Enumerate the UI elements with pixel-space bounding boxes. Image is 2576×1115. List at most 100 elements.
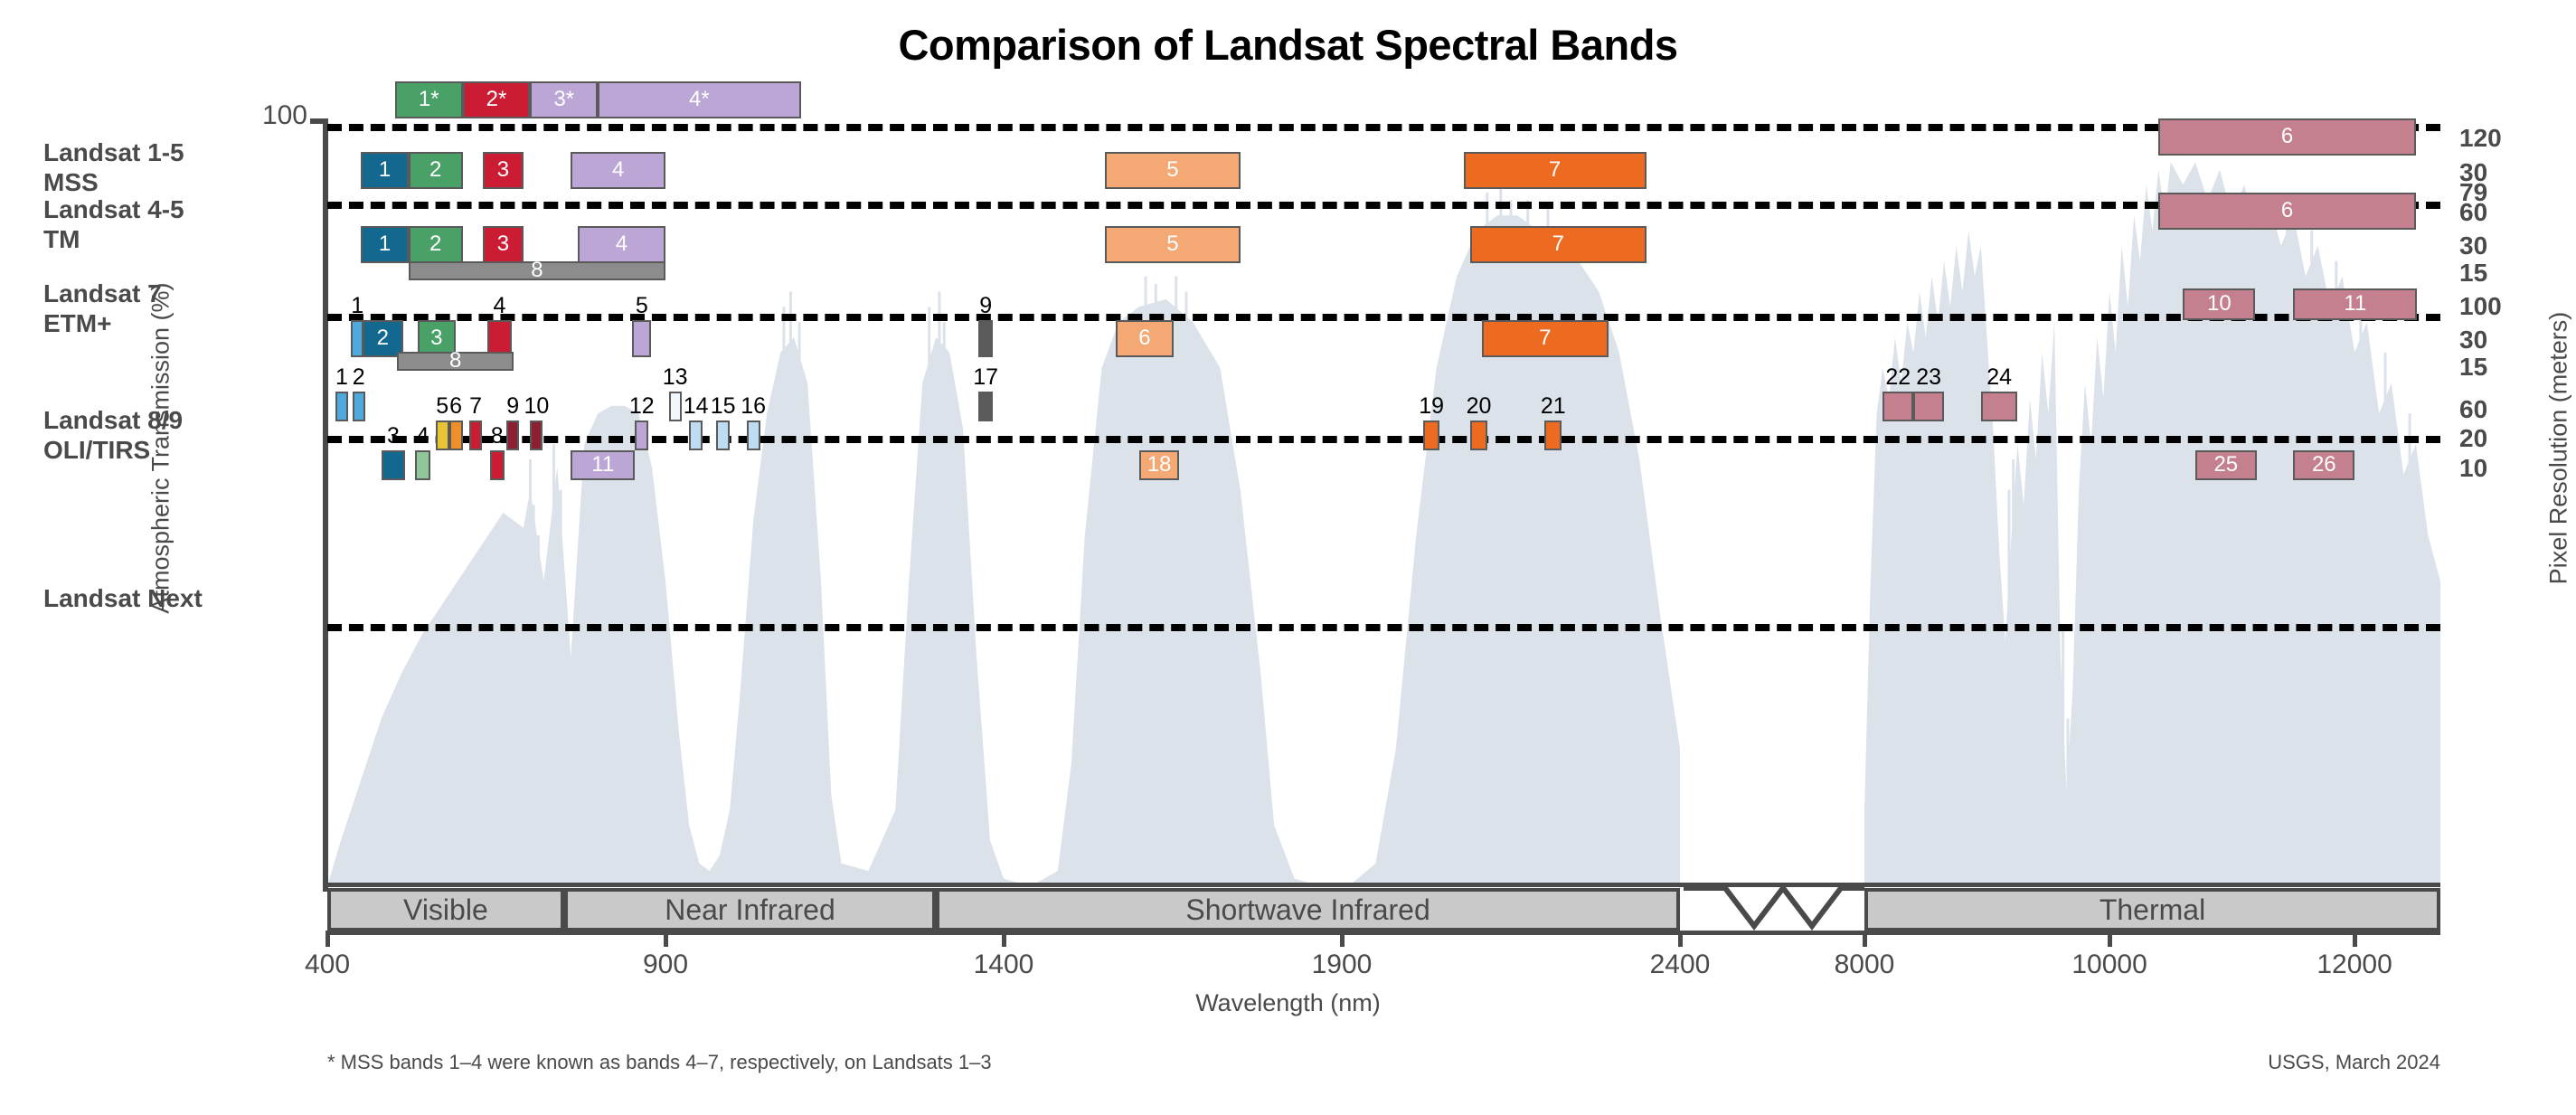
spectral-band-box[interactable] bbox=[381, 449, 405, 480]
band-number-label: 7 bbox=[469, 392, 483, 419]
spectral-band-box[interactable]: 1* bbox=[394, 80, 463, 118]
satellite-label: Landsat 1-5 MSS bbox=[43, 137, 315, 197]
spectral-band-box[interactable] bbox=[978, 391, 993, 421]
x-axis-tick-label: 2400 bbox=[1649, 950, 1711, 979]
spectral-band-box[interactable] bbox=[632, 319, 652, 357]
spectral-band-box[interactable] bbox=[716, 420, 731, 450]
satellite-label: Landsat 8/9 OLI/TIRS bbox=[43, 405, 315, 465]
plot-bottom-line bbox=[327, 883, 2440, 887]
spectral-band-box[interactable] bbox=[978, 319, 993, 357]
spectral-band-box[interactable]: 3 bbox=[483, 151, 524, 189]
spectral-band-box[interactable]: 7 bbox=[1470, 225, 1647, 263]
spectral-band-box[interactable] bbox=[746, 420, 760, 450]
spectral-band-box[interactable] bbox=[435, 420, 449, 450]
atmosphere-spike bbox=[928, 307, 931, 886]
band-number-label: 3 bbox=[386, 422, 400, 449]
spectral-band-box[interactable] bbox=[415, 449, 430, 480]
spectral-band-box[interactable]: 6 bbox=[1116, 319, 1174, 357]
pixel-resolution-label: 30 bbox=[2459, 232, 2488, 260]
axis-break-mark bbox=[1684, 883, 1864, 931]
spectral-band-box[interactable] bbox=[1470, 420, 1487, 450]
spectral-band-box[interactable]: 4 bbox=[571, 151, 665, 189]
spectral-band-box[interactable]: 2 bbox=[408, 151, 463, 189]
pixel-resolution-label: 79 bbox=[2459, 178, 2488, 206]
spectral-band-box[interactable] bbox=[469, 420, 483, 450]
pixel-resolution-label: 30 bbox=[2459, 326, 2488, 354]
band-number-label: 4 bbox=[416, 422, 429, 449]
spectral-band-box[interactable] bbox=[1913, 391, 1945, 421]
x-axis-title: Wavelength (nm) bbox=[1195, 989, 1381, 1016]
band-number-label: 17 bbox=[973, 364, 999, 390]
spectral-band-box[interactable] bbox=[335, 391, 348, 421]
atmosphere-spike bbox=[942, 322, 946, 886]
band-number-label: 10 bbox=[524, 392, 550, 419]
spectral-band-box[interactable]: 5 bbox=[1105, 225, 1241, 263]
atmosphere-spike bbox=[2007, 489, 2011, 886]
spectral-band-box[interactable]: 3 bbox=[483, 225, 524, 263]
spectral-band-box[interactable]: 7 bbox=[1481, 319, 1609, 357]
spectral-band-box[interactable]: 6 bbox=[2158, 192, 2416, 230]
satellite-label: Landsat Next bbox=[43, 583, 315, 613]
spectral-band-box[interactable] bbox=[448, 420, 463, 450]
x-axis-tick-label: 12000 bbox=[2317, 950, 2392, 979]
spectral-band-box[interactable]: 10 bbox=[2183, 288, 2256, 320]
x-axis-tick-label: 8000 bbox=[1834, 950, 1895, 979]
spectral-band-box[interactable] bbox=[1422, 420, 1440, 450]
x-axis-line bbox=[327, 931, 2440, 935]
spectral-region-bar: Visible Near Infrared Shortwave Infrared Th… bbox=[327, 888, 2440, 931]
spectral-band-box[interactable]: 7 bbox=[1463, 151, 1647, 189]
spectral-band-box[interactable] bbox=[489, 449, 505, 480]
spectral-band-box[interactable] bbox=[1882, 391, 1914, 421]
spectral-band-box[interactable]: 1 bbox=[361, 225, 409, 263]
atmosphere-spike bbox=[788, 291, 792, 886]
atmosphere-spike bbox=[536, 535, 540, 886]
atmosphere-spike bbox=[2066, 718, 2070, 886]
atmosphere-spike bbox=[532, 505, 535, 886]
spectral-band-box[interactable]: 2 bbox=[362, 319, 403, 357]
atmosphere-fill-segment bbox=[327, 215, 1680, 886]
row-separator bbox=[327, 436, 2440, 443]
spectral-band-box[interactable] bbox=[1980, 391, 2018, 421]
row-separator bbox=[327, 624, 2440, 631]
y-axis-line bbox=[323, 118, 328, 892]
spectral-region-segment: Visible bbox=[327, 888, 564, 931]
pixel-resolution-label: 30 bbox=[2459, 158, 2488, 186]
spectral-band-box[interactable]: 2 bbox=[408, 225, 463, 263]
spectral-band-box[interactable]: 6 bbox=[2158, 118, 2416, 156]
spectral-band-box[interactable] bbox=[668, 391, 682, 421]
satellite-label-line: Landsat 7 bbox=[43, 279, 162, 307]
x-axis-tick bbox=[1678, 931, 1683, 947]
satellite-label: Landsat 4-5 TM bbox=[43, 194, 315, 254]
band-number-label: 6 bbox=[449, 392, 463, 419]
spectral-band-box[interactable]: 2* bbox=[462, 80, 531, 118]
atmosphere-spike bbox=[1144, 276, 1147, 886]
spectral-band-box[interactable]: 11 bbox=[2293, 288, 2418, 320]
spectral-band-box[interactable]: 8 bbox=[408, 258, 665, 282]
band-number-label: 4 bbox=[493, 292, 506, 318]
spectral-band-box[interactable]: 25 bbox=[2194, 449, 2257, 480]
spectral-band-box[interactable]: 26 bbox=[2293, 449, 2355, 480]
atmosphere-spike bbox=[559, 489, 562, 886]
spectral-band-box[interactable]: 4* bbox=[598, 80, 801, 118]
spectral-band-box[interactable]: 5 bbox=[1105, 151, 1241, 189]
spectral-band-box[interactable] bbox=[352, 391, 365, 421]
atmosphere-spike bbox=[1526, 200, 1530, 886]
spectral-band-box[interactable] bbox=[689, 420, 703, 450]
spectral-band-box[interactable]: 4 bbox=[577, 225, 665, 263]
band-number-label: 16 bbox=[741, 392, 767, 419]
atmosphere-spike bbox=[1154, 284, 1157, 886]
spectral-band-box[interactable]: 11 bbox=[571, 449, 636, 480]
spectral-band-box[interactable]: 8 bbox=[397, 348, 514, 373]
spectral-band-box[interactable] bbox=[506, 420, 520, 450]
band-number-label: 22 bbox=[1885, 364, 1911, 390]
spectral-band-box[interactable]: 3* bbox=[530, 80, 599, 118]
band-number-label: 12 bbox=[628, 392, 655, 419]
spectral-band-box[interactable]: 18 bbox=[1138, 449, 1180, 480]
satellite-label-line: Landsat 4-5 bbox=[43, 195, 184, 223]
spectral-band-box[interactable] bbox=[635, 420, 649, 450]
spectral-band-box[interactable]: 1 bbox=[361, 151, 409, 189]
spectral-band-box[interactable] bbox=[1544, 420, 1562, 450]
spectral-band-box[interactable] bbox=[530, 420, 543, 450]
atmosphere-spike bbox=[782, 307, 786, 886]
